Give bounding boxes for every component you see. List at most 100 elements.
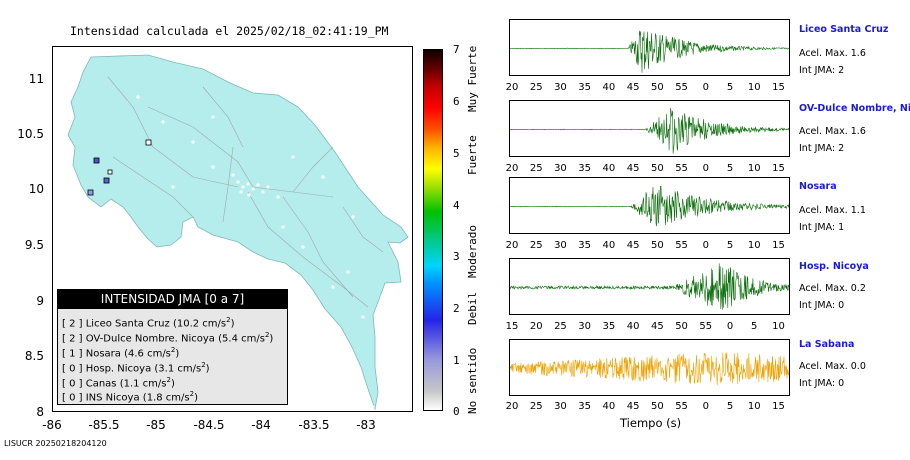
station-accel: Acel. Max. 1.1 bbox=[799, 205, 866, 216]
waveform-line bbox=[510, 107, 789, 154]
time-tick: 55 bbox=[675, 82, 688, 93]
station-marker bbox=[145, 139, 152, 146]
legend-exponent: 2 bbox=[201, 361, 206, 369]
station-marker bbox=[103, 177, 110, 184]
time-tick: 5 bbox=[726, 240, 734, 251]
time-tick: 40 bbox=[602, 401, 616, 412]
colorbar-tick: 6 bbox=[453, 95, 460, 108]
legend-exponent: 2 bbox=[166, 376, 171, 384]
legend-station: Hosp. Nicoya bbox=[85, 363, 152, 375]
lat-tick: 8 bbox=[36, 405, 44, 419]
time-tick: 5 bbox=[726, 82, 734, 93]
lat-tick: 11 bbox=[28, 72, 44, 86]
station-intensity: Int JMA: 2 bbox=[799, 65, 845, 76]
lon-tick: -85 bbox=[146, 418, 166, 432]
station-name: Hosp. Nicoya bbox=[799, 261, 869, 272]
lon-tick: -83.5 bbox=[298, 418, 330, 432]
trace-panel[interactable] bbox=[509, 177, 790, 234]
legend-intensity: [ 0 ] bbox=[62, 392, 83, 404]
time-axis: 20 25 30 35 40 45 50 55 0 5 10 15 bbox=[505, 401, 790, 413]
time-tick: 55 bbox=[675, 401, 688, 412]
legend-station: Canas bbox=[85, 378, 117, 390]
time-tick: 50 bbox=[650, 401, 664, 412]
trace-panel[interactable] bbox=[509, 258, 790, 315]
waveform-line bbox=[510, 30, 789, 73]
station-intensity: Int JMA: 2 bbox=[799, 143, 845, 154]
time-axis: 20 25 30 35 40 45 50 55 0 5 10 15 bbox=[506, 163, 790, 175]
legend-title: INTENSIDAD JMA [0 a 7] bbox=[58, 290, 287, 309]
time-tick: 0 bbox=[702, 240, 709, 251]
lat-tick: 10.5 bbox=[17, 127, 44, 141]
time-tick: 15 bbox=[772, 240, 785, 251]
time-tick: 50 bbox=[650, 163, 664, 174]
legend-row: [ 2 ] Liceo Santa Cruz (10.2 cm/s2) bbox=[62, 316, 234, 329]
time-axis: 20 25 30 35 40 45 50 55 0 5 10 15 bbox=[505, 82, 790, 94]
legend-exponent: 2 bbox=[226, 316, 231, 324]
colorbar-label-moderado: Moderado bbox=[466, 225, 479, 278]
station-intensity: Int JMA: 0 bbox=[799, 300, 845, 311]
station-markers bbox=[87, 139, 152, 196]
station-accel: Acel. Max. 0.2 bbox=[799, 283, 866, 294]
time-tick: 20 bbox=[505, 401, 519, 412]
legend-accel: (1.8 cm/s bbox=[142, 392, 190, 404]
lon-tick: -84.5 bbox=[193, 418, 225, 432]
time-tick: 55 bbox=[675, 163, 688, 174]
time-tick: 45 bbox=[650, 321, 664, 332]
time-tick: 20 bbox=[529, 321, 543, 332]
legend-station: Liceo Santa Cruz bbox=[85, 318, 170, 330]
time-axis: 15 20 25 30 35 40 45 50 55 0 5 10 bbox=[505, 321, 790, 333]
time-tick: 0 bbox=[726, 321, 734, 332]
time-tick: 10 bbox=[747, 163, 761, 174]
time-tick: 15 bbox=[772, 401, 785, 412]
lon-tick: -84 bbox=[251, 418, 271, 432]
waveform-line bbox=[510, 352, 789, 386]
time-tick: 35 bbox=[578, 240, 592, 251]
legend-paren: ) bbox=[269, 333, 274, 345]
legend-row: [ 0 ] Hosp. Nicoya (3.1 cm/s2) bbox=[62, 361, 210, 374]
trace-panel[interactable] bbox=[509, 339, 790, 396]
time-tick: 55 bbox=[675, 240, 688, 251]
station-name: La Sabana bbox=[799, 339, 855, 350]
colorbar-label-no-sentido: No sentido bbox=[466, 347, 479, 414]
legend-exponent: 2 bbox=[170, 346, 176, 354]
station-name: Liceo Santa Cruz bbox=[799, 24, 889, 35]
time-tick: 25 bbox=[529, 163, 543, 174]
time-tick: 45 bbox=[626, 163, 640, 174]
intensity-legend: INTENSIDAD JMA [0 a 7] [ 2 ] Liceo Santa… bbox=[57, 289, 288, 405]
station-name: Nosara bbox=[799, 181, 837, 192]
time-tick: 5 bbox=[726, 401, 734, 412]
time-tick: 30 bbox=[554, 82, 567, 93]
time-tick: 25 bbox=[529, 240, 543, 251]
time-tick: 50 bbox=[650, 82, 664, 93]
waveform bbox=[510, 30, 789, 73]
time-tick: 55 bbox=[699, 321, 713, 332]
costa-rica-land bbox=[67, 54, 409, 411]
intensity-colorbar bbox=[423, 49, 443, 411]
time-tick: 15 bbox=[505, 321, 519, 332]
time-tick: 5 bbox=[726, 163, 734, 174]
legend-row: [ 2 ] OV-Dulce Nombre. Nicoya (5.4 cm/s2… bbox=[62, 331, 273, 344]
station-accel: Acel. Max. 1.6 bbox=[799, 126, 866, 137]
time-tick: 45 bbox=[626, 401, 640, 412]
colorbar-label-muy-fuerte: Muy Fuerte bbox=[466, 45, 479, 112]
colorbar-tick: 1 bbox=[453, 354, 460, 367]
legend-accel: (1.1 cm/s bbox=[119, 378, 167, 390]
lon-tick: -85.5 bbox=[88, 418, 120, 432]
colorbar-tick: 7 bbox=[453, 43, 460, 56]
waveform bbox=[510, 107, 789, 154]
trace-panel[interactable] bbox=[509, 19, 790, 76]
trace-panel[interactable] bbox=[509, 100, 790, 157]
station-intensity: Int JMA: 0 bbox=[799, 378, 845, 389]
time-tick: 30 bbox=[554, 240, 567, 251]
legend-accel: (10.2 cm/s bbox=[172, 318, 227, 330]
waveform bbox=[510, 263, 789, 310]
legend-station: INS Nicoya bbox=[85, 392, 140, 404]
colorbar-tick: 0 bbox=[453, 405, 460, 418]
footer-id: LISUCR 20250218204120 bbox=[4, 439, 107, 448]
time-tick: 20 bbox=[505, 82, 519, 93]
legend-paren: ) bbox=[230, 318, 235, 330]
legend-row: [ 1 ] Nosara (4.6 cm/s2) bbox=[62, 346, 179, 359]
time-tick: 35 bbox=[578, 163, 592, 174]
legend-intensity: [ 0 ] bbox=[62, 378, 83, 390]
time-tick: 40 bbox=[602, 82, 616, 93]
